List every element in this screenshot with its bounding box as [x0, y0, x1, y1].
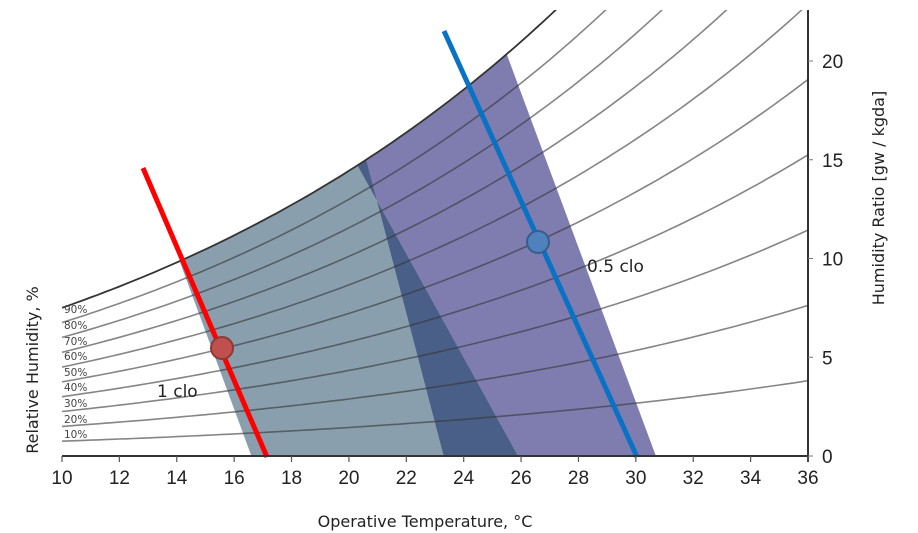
clo-lines [140, 29, 640, 459]
rh-label: 80% [64, 320, 87, 332]
x-tick-label: 28 [568, 468, 589, 489]
rh-curve [62, 10, 664, 339]
rh-label: 70% [64, 336, 87, 348]
rh-curve [62, 10, 607, 324]
rh-curve [62, 154, 808, 398]
rh-curve [62, 304, 808, 428]
zone-1-clo [179, 159, 444, 456]
y-tick-label: 0 [822, 447, 833, 468]
y-tick-label: 20 [822, 52, 843, 73]
y-left-title: Relative Humidity, % [23, 286, 42, 454]
x-tick-label: 34 [740, 468, 762, 489]
zone-overlap [357, 159, 519, 456]
rh-curve [62, 379, 808, 442]
x-tick-label: 26 [511, 468, 532, 489]
1-clo-label: 1 clo [157, 382, 198, 402]
rh-curve [62, 10, 728, 354]
x-tick-label: 24 [453, 468, 475, 489]
saturation-curve [62, 10, 557, 309]
x-tick-label: 20 [338, 468, 359, 489]
x-axis-title: Operative Temperature, °C [318, 512, 533, 531]
1-clo-point [210, 336, 234, 360]
x-tick-label: 30 [625, 468, 646, 489]
y-tick-label: 5 [822, 348, 833, 369]
x-tick-label: 12 [109, 468, 130, 489]
y-tick-label: 15 [822, 151, 843, 172]
x-tick-label: 16 [224, 468, 245, 489]
rh-curve [62, 10, 803, 368]
x-tick-label: 14 [166, 468, 188, 489]
x-tick-label: 18 [281, 468, 302, 489]
y-right-title: Humidity Ratio [gw / kgda] [869, 91, 888, 305]
x-tick-label: 10 [51, 468, 72, 489]
axes: 10 12 14 16 18 20 22 24 26 28 30 32 34 360 5 10 15 20 [51, 10, 843, 489]
axis-labels: 10% 20% 30% 40% 50% 60% 70% 80% 90% 1 clo 0.5 clo O… [23, 91, 888, 531]
rh-label: 20% [64, 414, 87, 426]
y-tick-label: 10 [822, 250, 843, 271]
0-5-clo-point [526, 230, 550, 254]
rh-curve [62, 78, 808, 383]
comfort-zones [179, 54, 656, 456]
rh-label: 50% [64, 367, 87, 379]
0-5-clo-label: 0.5 clo [587, 257, 644, 277]
1-clo-line [140, 167, 270, 458]
rh-label: 30% [64, 398, 87, 410]
x-tick-label: 36 [797, 468, 818, 489]
x-tick-label: 32 [683, 468, 704, 489]
x-tick-label: 22 [396, 468, 417, 489]
rh-curves [62, 10, 808, 442]
rh-label: 90% [64, 304, 87, 316]
rh-label: 60% [64, 351, 87, 363]
rh-label: 10% [64, 429, 87, 441]
rh-curve [62, 229, 808, 413]
rh-label: 40% [64, 382, 87, 394]
